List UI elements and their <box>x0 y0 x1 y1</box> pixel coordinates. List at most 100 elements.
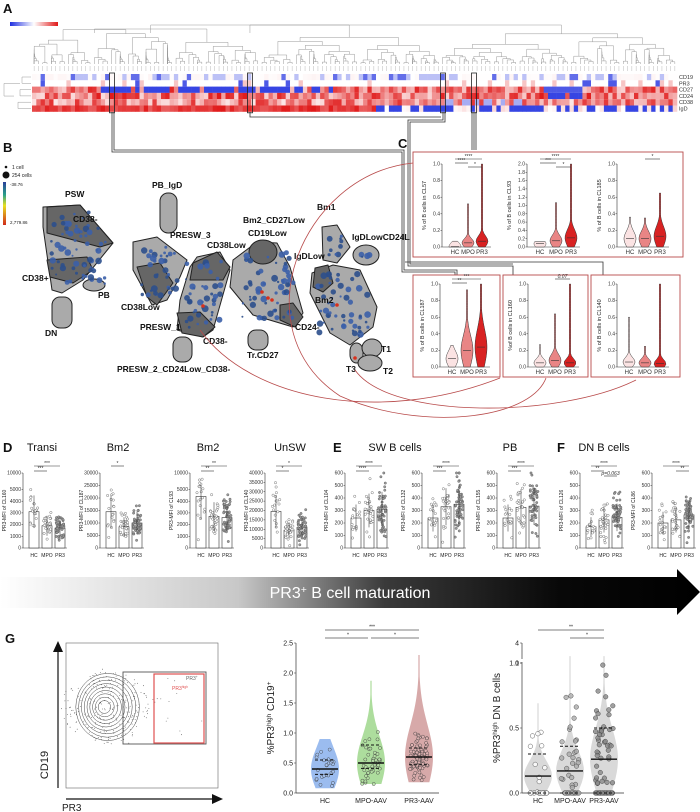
event-dot <box>63 694 65 695</box>
cluster-node <box>364 311 371 318</box>
event-dot <box>94 727 96 729</box>
heatmap-cell <box>565 92 570 100</box>
x-tick-label: MPO-AAV <box>355 798 387 805</box>
heatmap-cell <box>414 80 420 87</box>
data-point <box>224 523 228 527</box>
y-tick-label: 1.5 <box>283 701 293 708</box>
dendrogram-branch <box>300 61 306 64</box>
heatmap-cell <box>406 74 411 81</box>
heatmap-cell <box>513 105 519 112</box>
data-point <box>30 506 34 510</box>
y-tick-label: 2000 <box>10 522 21 528</box>
y-tick-label: 15000 <box>249 517 263 523</box>
event-dot <box>133 695 134 697</box>
heatmap-cell <box>341 80 347 87</box>
data-point <box>357 501 361 504</box>
data-point <box>378 494 382 498</box>
heatmap-cell <box>135 105 140 112</box>
event-dot <box>134 719 136 720</box>
heatmap-cell <box>75 99 80 106</box>
y-tick-label: 0.5 <box>509 726 519 733</box>
cluster-label: Tr.CD27 <box>247 350 279 360</box>
data-point <box>670 509 674 513</box>
data-point <box>360 782 365 786</box>
heatmap-cell <box>148 99 153 106</box>
dendrogram-branch <box>343 55 346 64</box>
data-point <box>603 694 609 700</box>
y-tick-label: 1.0 <box>518 203 525 209</box>
data-point <box>274 495 277 498</box>
heatmap-cell <box>569 105 575 112</box>
heatmap-cell <box>92 105 97 112</box>
data-point <box>563 694 569 700</box>
y-tick-label: 3000 <box>177 511 188 517</box>
heatmap-cell <box>543 74 549 81</box>
event-dot <box>167 717 169 719</box>
heatmap-cell <box>242 105 248 112</box>
data-point <box>617 492 620 496</box>
heatmap-cell <box>315 80 321 87</box>
y-tick-label: 10000 <box>7 471 21 477</box>
cluster-node <box>260 295 268 303</box>
dendrogram-branch <box>179 52 193 59</box>
heatmap-cell <box>608 86 613 93</box>
data-point <box>201 496 204 500</box>
event-dot <box>67 700 69 702</box>
cluster-node <box>316 329 323 336</box>
heatmap-cell <box>143 92 149 100</box>
heatmap-cell <box>285 74 291 81</box>
dendrogram-branch <box>115 51 121 64</box>
heatmap-cell <box>234 86 239 93</box>
heatmap-cell <box>634 80 639 87</box>
data-point <box>120 533 123 537</box>
dendrogram-branch <box>119 61 125 64</box>
data-point <box>303 537 307 540</box>
data-point <box>109 488 113 492</box>
heatmap-cell <box>582 105 587 112</box>
heatmap-cell <box>608 99 613 106</box>
y-tick-label: 600 <box>642 471 651 477</box>
heatmap-cell <box>474 105 480 112</box>
cluster-node <box>350 276 355 282</box>
heatmap-cell <box>161 99 166 106</box>
heatmap-cell <box>466 92 471 100</box>
event-dot <box>152 699 154 700</box>
y-tick-label: 300 <box>412 508 421 514</box>
cluster-node <box>79 234 83 238</box>
heatmap-cell <box>152 92 157 100</box>
data-point <box>297 539 301 543</box>
heatmap-cell <box>371 99 377 106</box>
heatmap-cell <box>126 105 132 112</box>
heatmap-cell <box>277 74 282 81</box>
heatmap-cell <box>500 105 506 112</box>
cluster-node <box>196 322 199 326</box>
cluster-node <box>85 241 90 246</box>
data-point <box>658 518 662 522</box>
data-point <box>535 534 539 538</box>
heatmap-cell <box>294 99 299 106</box>
heatmap-cell <box>474 92 480 100</box>
dendrogram-branch <box>72 57 75 64</box>
heatmap-cell <box>397 99 403 106</box>
heatmap-cell <box>161 92 166 100</box>
data-point <box>384 535 388 539</box>
heatmap-cell <box>281 92 286 100</box>
event-dot <box>71 688 72 689</box>
heatmap-cell <box>328 105 334 112</box>
y-tick-label: 0.2 <box>608 228 615 234</box>
heatmap-cell <box>573 105 579 112</box>
cluster-label: CD38- <box>203 336 228 346</box>
y-tick-label: 2000 <box>177 522 188 528</box>
heatmap-cell <box>638 74 643 81</box>
heatmap-cell <box>444 92 450 100</box>
heatmap-cell <box>582 86 587 93</box>
data-point <box>605 502 609 506</box>
data-point <box>592 529 596 533</box>
cluster-node <box>241 315 244 318</box>
heatmap-cell <box>371 92 377 100</box>
heatmap-cell <box>496 80 501 87</box>
heatmap-cell <box>251 86 256 93</box>
dendrogram-branch <box>648 62 654 64</box>
data-point <box>303 530 307 534</box>
heatmap-cell <box>505 86 510 93</box>
